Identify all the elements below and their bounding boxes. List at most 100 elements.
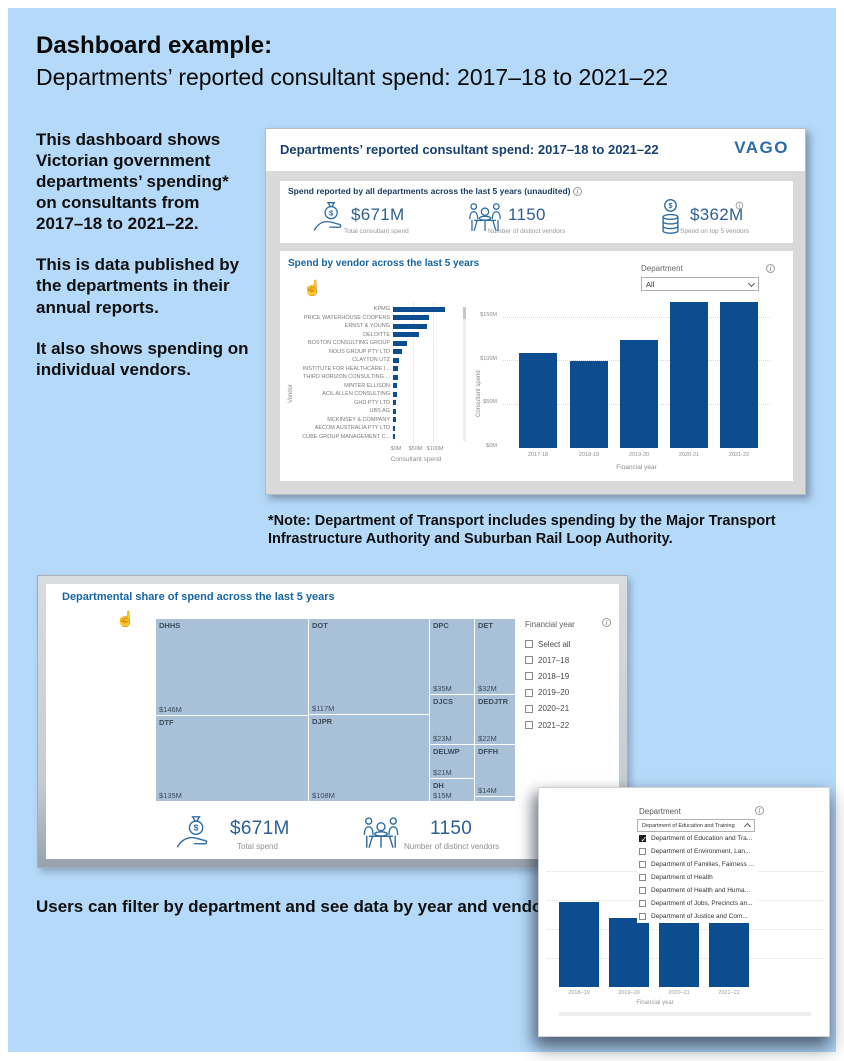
vendor-bar[interactable] [393,434,395,440]
department-filter-label: Department [639,807,681,816]
vendor-label: BOSTON CONSULTING GROUP [307,340,390,347]
checkbox-icon[interactable] [639,913,646,920]
treemap-tile-value: $135M [159,791,182,800]
info-icon[interactable]: i [602,618,611,627]
year-bar[interactable] [620,339,658,448]
checkbox-icon[interactable] [639,900,646,907]
treemap-tile[interactable]: DELWP $21M [430,745,474,778]
treemap-tile[interactable]: DOT $117M [309,619,429,714]
department-dropdown[interactable]: All [641,277,759,291]
vendor-chart-scrollbar[interactable] [463,307,466,441]
treemap-tile[interactable]: DEDJTR $22M [475,695,515,744]
department-option-row[interactable]: Department of Environment, Lan... [637,845,757,858]
vendor-bar[interactable] [393,425,396,431]
vendor-bar[interactable] [393,323,427,329]
vendor-bar[interactable] [393,306,446,312]
treemap-tile[interactable]: DJCS $23M [430,695,474,744]
dashboard-screenshot-overview: Departments’ reported consultant spend: … [265,128,806,495]
treemap-tile[interactable]: DJPR $108M [309,715,429,801]
department-option-row[interactable]: Department of Justice and Com... [637,910,757,923]
vendor-bar[interactable] [393,417,396,423]
year-bar[interactable] [559,902,599,987]
checkbox-icon[interactable] [525,672,533,681]
year-bar[interactable] [659,923,699,987]
vendor-bar-row: KPMG [300,305,472,314]
info-icon[interactable]: i [766,264,775,273]
vendor-bar[interactable] [393,349,402,355]
treemap-tile[interactable]: DHHS $146M [156,619,308,715]
vendors-meeting-icon [363,817,399,848]
vendor-bar[interactable] [393,374,398,380]
checkbox-icon[interactable] [525,704,533,713]
vendor-label: MCKINSEY & COMPANY [327,416,390,423]
department-option-row[interactable]: Department of Education and Tra... [637,832,757,845]
department-dropdown[interactable]: Department of Education and Training [637,819,755,832]
intro-paragraph-3: It also shows spending on individual ven… [36,338,249,379]
vendor-bar[interactable] [393,366,399,372]
treemap-title: Departmental share of spend across the l… [62,591,335,603]
scrollbar-thumb[interactable] [463,307,466,319]
info-icon[interactable]: i [572,187,582,197]
info-icon[interactable]: i [735,201,744,210]
vendor-bar[interactable] [393,357,399,363]
checkbox-icon[interactable] [525,640,533,649]
department-option-row[interactable]: Department of Families, Fairness ... [637,858,757,871]
axis-tick-label: 2021-22 [728,452,750,458]
vendor-bar[interactable] [393,400,397,406]
year-bar[interactable] [709,919,749,987]
year-bar[interactable] [670,302,708,448]
mini-chart-x-axis-title: Financial year [636,1000,674,1006]
vendor-label: NOUS GROUP PTY LTD [328,348,390,355]
treemap-tile[interactable]: DH $15M [430,779,474,801]
treemap-tile-label: DET [478,621,493,630]
year-bar[interactable] [720,302,758,448]
vendor-bar-row: DELOITTE [300,331,472,340]
checkbox-icon[interactable] [525,656,533,665]
vendor-bar[interactable] [393,391,397,397]
treemap-tile-value: $14M [478,786,497,795]
filter-option-row[interactable]: 2021–22 [525,717,570,733]
department-option-row[interactable]: Department of Health and Huma... [637,884,757,897]
filter-option-label: 2017–18 [538,655,570,665]
year-bar[interactable] [519,352,557,448]
vendor-chart-title: Spend by vendor across the last 5 years [288,258,480,269]
treemap-tile-label: DOT [312,621,328,630]
checkbox-icon[interactable] [639,835,647,844]
year-bar[interactable] [609,918,649,987]
filter-option-row[interactable]: 2020–21 [525,701,570,717]
filter-option-row[interactable]: 2017–18 [525,652,570,668]
vendor-bar[interactable] [393,340,408,346]
vendor-bar[interactable] [393,332,419,338]
vendor-bar[interactable] [393,408,397,414]
vendor-bar-row: CUBE GROUP MANAGEMENT C... [300,433,472,442]
filter-option-row[interactable]: 2018–19 [525,668,570,684]
vendor-bar-row: ERNST & YOUNG [300,322,472,331]
department-option-row[interactable]: Department of Jobs, Precincts an... [637,897,757,910]
vendor-bar-row: MCKINSEY & COMPANY [300,416,472,425]
checkbox-icon[interactable] [639,887,646,894]
info-icon[interactable]: i [755,806,764,815]
filter-option-label: 2020–21 [538,704,570,714]
year-bar[interactable] [570,361,608,448]
checkbox-icon[interactable] [639,848,646,855]
checkbox-icon[interactable] [639,861,646,868]
filter-option-row[interactable]: 2019–20 [525,685,570,701]
filter-option-row[interactable]: Select all [525,636,570,652]
treemap-tile[interactable]: DTF $135M [156,716,308,801]
axis-tick-label: $0M [390,446,402,452]
checkbox-icon[interactable] [525,688,533,697]
vendor-bar[interactable] [393,383,398,389]
checkbox-icon[interactable] [525,721,533,730]
department-option-label: Department of Health [651,874,713,881]
treemap-tile[interactable] [475,797,515,801]
treemap-tile[interactable]: DFFH $14M [475,745,515,796]
department-option-row[interactable]: Department of Health [637,871,757,884]
vendor-x-axis-title: Consultant spend [390,456,442,463]
vendor-bar[interactable] [393,315,429,321]
horizontal-scrollbar[interactable] [559,1012,811,1016]
vendor-label: KPMG [373,306,390,313]
treemap-tile[interactable]: DPC $35M [430,619,474,694]
dashboard-screenshot-treemap: Departmental share of spend across the l… [37,575,628,868]
treemap-tile[interactable]: DET $32M [475,619,515,694]
checkbox-icon[interactable] [639,874,646,881]
